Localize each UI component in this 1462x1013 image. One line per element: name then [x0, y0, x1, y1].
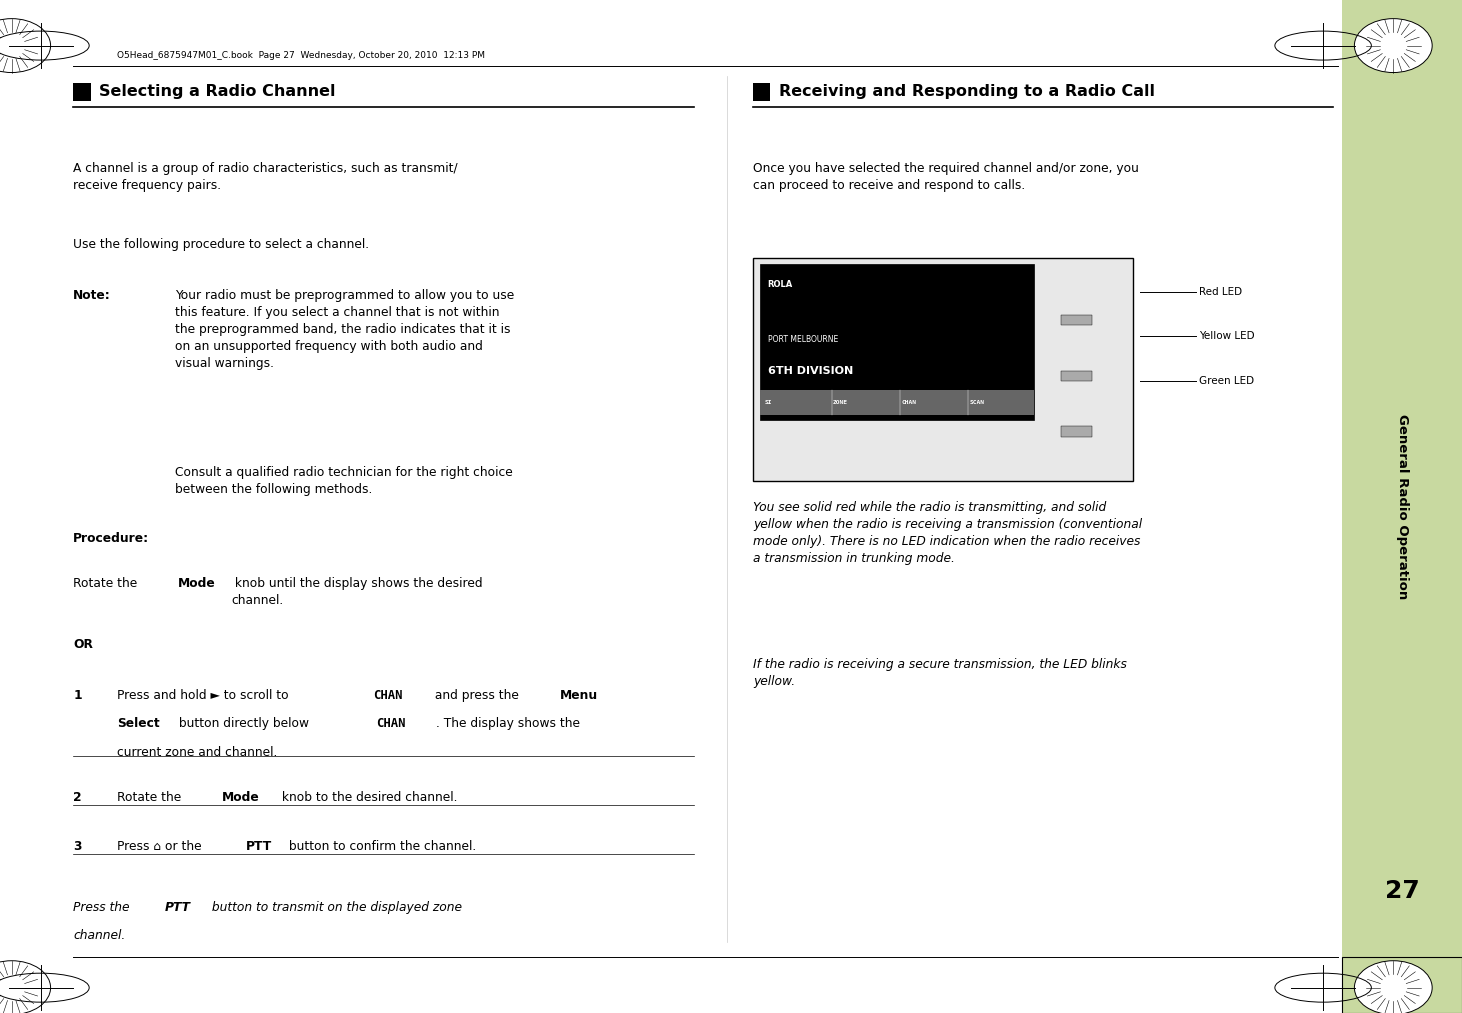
Text: You see solid red while the radio is transmitting, and solid
yellow when the rad: You see solid red while the radio is tra… [753, 501, 1142, 565]
Text: Red LED: Red LED [1199, 287, 1241, 297]
Bar [753, 83, 770, 101]
Bar [760, 264, 1034, 420]
Text: knob until the display shows the desired
channel.: knob until the display shows the desired… [231, 577, 482, 608]
Text: current zone and channel.: current zone and channel. [117, 746, 278, 759]
Text: Mode: Mode [178, 577, 216, 591]
Text: General Radio Operation: General Radio Operation [1396, 414, 1408, 599]
Text: Rotate the: Rotate the [117, 791, 186, 804]
Text: A channel is a group of radio characteristics, such as transmit/
receive frequen: A channel is a group of radio characteri… [73, 162, 458, 192]
Text: 1: 1 [73, 689, 82, 702]
Text: CHAN: CHAN [373, 689, 402, 702]
Text: and press the: and press the [431, 689, 523, 702]
Text: button to transmit on the displayed zone: button to transmit on the displayed zone [208, 901, 462, 914]
Bar [1061, 371, 1092, 381]
Text: Press the: Press the [73, 901, 133, 914]
Text: Selecting a Radio Channel: Selecting a Radio Channel [99, 84, 336, 98]
Text: 6TH DIVISION: 6TH DIVISION [768, 366, 852, 376]
Bar [760, 390, 1034, 415]
Text: 2: 2 [73, 791, 82, 804]
Text: Once you have selected the required channel and/or zone, you
can proceed to rece: Once you have selected the required chan… [753, 162, 1139, 192]
Text: 3: 3 [73, 840, 82, 853]
Text: Menu: Menu [560, 689, 598, 702]
Text: ZONE: ZONE [833, 400, 848, 405]
Text: CHAN: CHAN [902, 400, 917, 405]
Text: Receiving and Responding to a Radio Call: Receiving and Responding to a Radio Call [779, 84, 1155, 98]
Text: Your radio must be preprogrammed to allow you to use
this feature. If you select: Your radio must be preprogrammed to allo… [175, 289, 515, 370]
Text: 27: 27 [1385, 879, 1420, 904]
Text: OR: OR [73, 638, 94, 651]
Text: PORT MELBOURNE: PORT MELBOURNE [768, 334, 838, 343]
Text: channel.: channel. [73, 929, 126, 942]
Circle shape [0, 960, 51, 1013]
Text: Select: Select [117, 717, 159, 730]
Text: SCAN: SCAN [969, 400, 985, 405]
Bar [1342, 957, 1462, 1013]
Circle shape [1354, 18, 1433, 73]
Text: ROLA: ROLA [768, 280, 792, 289]
Text: CHAN: CHAN [376, 717, 405, 730]
Text: Green LED: Green LED [1199, 376, 1254, 386]
Text: . The display shows the: . The display shows the [436, 717, 579, 730]
Text: Rotate the: Rotate the [73, 577, 142, 591]
Bar [73, 83, 91, 101]
Text: English: English [1379, 981, 1425, 990]
Circle shape [1354, 960, 1433, 1013]
Bar [1061, 426, 1092, 437]
Text: button to confirm the channel.: button to confirm the channel. [285, 840, 477, 853]
Text: PTT: PTT [165, 901, 192, 914]
Text: If the radio is receiving a secure transmission, the LED blinks
yellow.: If the radio is receiving a secure trans… [753, 658, 1127, 689]
Text: SI: SI [765, 400, 772, 405]
Bar [1342, 0, 1462, 1013]
Text: Consult a qualified radio technician for the right choice
between the following : Consult a qualified radio technician for… [175, 466, 513, 496]
Text: Note:: Note: [73, 289, 111, 302]
Circle shape [0, 18, 51, 73]
Text: button directly below: button directly below [175, 717, 313, 730]
Text: Press and hold ► to scroll to: Press and hold ► to scroll to [117, 689, 292, 702]
FancyBboxPatch shape [753, 258, 1133, 481]
Text: PTT: PTT [246, 840, 272, 853]
Text: O5Head_6875947M01_C.book  Page 27  Wednesday, October 20, 2010  12:13 PM: O5Head_6875947M01_C.book Page 27 Wednesd… [117, 52, 485, 60]
Text: Yellow LED: Yellow LED [1199, 331, 1254, 341]
Bar [1061, 315, 1092, 325]
Text: Press ⌂ or the: Press ⌂ or the [117, 840, 206, 853]
Text: Mode: Mode [222, 791, 260, 804]
Text: Procedure:: Procedure: [73, 532, 149, 545]
Text: knob to the desired channel.: knob to the desired channel. [278, 791, 458, 804]
Text: Use the following procedure to select a channel.: Use the following procedure to select a … [73, 238, 370, 251]
